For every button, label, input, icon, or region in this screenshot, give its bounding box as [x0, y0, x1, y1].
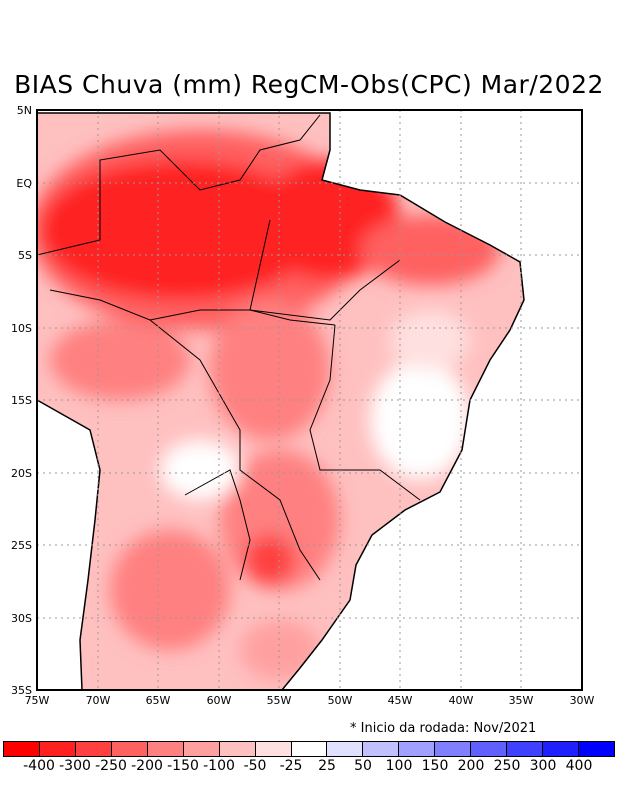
colorbar-label: 50: [354, 758, 372, 774]
colorbar-label: -50: [243, 758, 267, 774]
colorbar-label: 300: [529, 758, 557, 774]
colorbar-label: -150: [167, 758, 199, 774]
lon-label: 75W: [24, 694, 50, 707]
lat-label: 5N: [16, 104, 32, 117]
lon-label: 50W: [327, 694, 353, 707]
colorbar-label: 200: [457, 758, 485, 774]
colorbar-label: -400: [23, 758, 55, 774]
colorbar-swatch: [543, 742, 579, 756]
colorbar-swatch: [327, 742, 364, 756]
colorbar-swatch: [399, 742, 436, 756]
colorbar-label: -200: [131, 758, 163, 774]
lat-label: 35S: [11, 684, 32, 697]
lat-label: 20S: [11, 467, 32, 480]
colorbar-swatch: [183, 742, 220, 756]
colorbar-label: 250: [493, 758, 521, 774]
lat-label: EQ: [16, 177, 32, 190]
colorbar-label: 400: [565, 758, 593, 774]
map-title: BIAS Chuva (mm) RegCM-Obs(CPC) Mar/2022: [14, 70, 604, 99]
lon-label: 45W: [387, 694, 413, 707]
lon-label: 30W: [569, 694, 595, 707]
lat-label: 30S: [11, 612, 32, 625]
lon-label: 70W: [85, 694, 111, 707]
lat-label: 15S: [11, 394, 32, 407]
lat-label: 5S: [18, 249, 32, 262]
colorbar-label: 150: [421, 758, 449, 774]
country-borders: [36, 114, 421, 581]
colorbar-swatch: [219, 742, 256, 756]
colorbar-swatch: [507, 742, 544, 756]
colorbar-swatch: [435, 742, 472, 756]
plot-frame: [36, 109, 583, 691]
colorbar-label: -100: [203, 758, 235, 774]
colorbar-swatch: [75, 742, 112, 756]
lon-label: 65W: [145, 694, 171, 707]
colorbar-label: 100: [385, 758, 413, 774]
colorbar-swatch: [471, 742, 508, 756]
lat-label: 25S: [11, 539, 32, 552]
colorbar-label: 25: [318, 758, 336, 774]
colorbar-swatch: [147, 742, 184, 756]
colorbar-label: -250: [95, 758, 127, 774]
colorbar-swatch: [363, 742, 400, 756]
lon-label: 55W: [266, 694, 292, 707]
colorbar-swatch: [291, 742, 328, 756]
colorbar-swatch: [39, 742, 76, 756]
colorbar-label: -25: [279, 758, 303, 774]
colorbar-swatch: [579, 742, 614, 756]
colorbar-swatch: [255, 742, 292, 756]
lon-label: 60W: [206, 694, 232, 707]
lon-label: 40W: [448, 694, 474, 707]
lat-label: 10S: [11, 322, 32, 335]
grid-lines: [37, 110, 582, 690]
colorbar-label: -300: [59, 758, 91, 774]
lon-label: 35W: [508, 694, 534, 707]
colorbar-swatch: [111, 742, 148, 756]
colorbar-swatch: [4, 742, 40, 756]
colorbar: [3, 741, 615, 757]
run-start-note: * Inicio da rodada: Nov/2021: [350, 721, 537, 736]
